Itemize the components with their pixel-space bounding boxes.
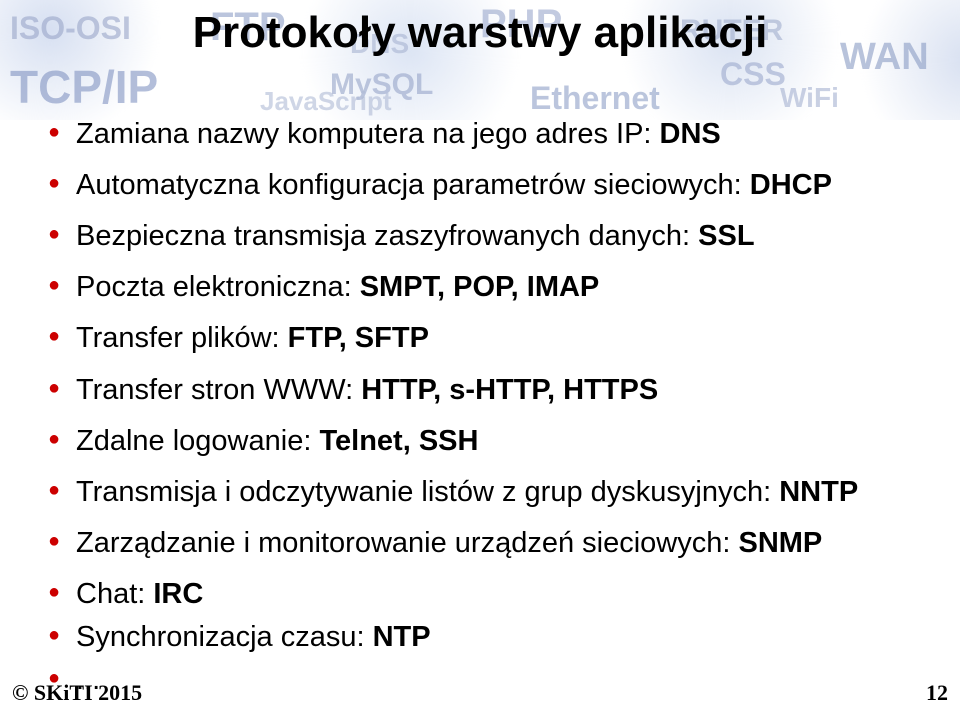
bullet-bold: NTP [373, 621, 431, 653]
bullet-item: Poczta elektroniczna: SMPT, POP, IMAP [46, 269, 926, 306]
bullet-bold: DHCP [750, 169, 832, 201]
banner-word: MySQL [330, 68, 433, 102]
bullet-item: Chat: IRC [46, 576, 926, 613]
bullet-bold: Telnet, SSH [319, 425, 478, 457]
bullet-bold: SSL [698, 220, 754, 252]
bullet-text: ... [76, 664, 100, 696]
bullet-bold: DNS [660, 118, 721, 150]
bullet-text: Poczta elektroniczna: [76, 271, 360, 303]
banner-word: CSS [720, 56, 786, 93]
slide-title: Protokoły warstwy aplikacji [0, 8, 960, 58]
banner-word: JavaScript [260, 86, 392, 117]
bullet-item: Transfer stron WWW: HTTP, s-HTTP, HTTPS [46, 372, 926, 409]
banner-word: Ethernet [530, 80, 660, 117]
bullet-text: Transfer stron WWW: [76, 374, 361, 406]
bullet-list: Zamiana nazwy komputera na jego adres IP… [46, 116, 926, 699]
bullet-bold: SNMP [738, 527, 822, 559]
bullet-item: Zdalne logowanie: Telnet, SSH [46, 423, 926, 460]
bullet-text: Automatyczna konfiguracja parametrów sie… [76, 169, 750, 201]
bullet-bold: HTTP, s-HTTP, HTTPS [361, 374, 658, 406]
bullet-item: Automatyczna konfiguracja parametrów sie… [46, 167, 926, 204]
slide-body: Zamiana nazwy komputera na jego adres IP… [46, 116, 926, 705]
bullet-bold: NNTP [779, 476, 858, 508]
bullet-item: Zamiana nazwy komputera na jego adres IP… [46, 116, 926, 153]
bullet-bold: FTP, SFTP [288, 322, 429, 354]
bullet-text: Transfer plików: [76, 322, 288, 354]
bullet-text: Synchronizacja czasu: [76, 621, 373, 653]
bullet-item: ... [46, 662, 926, 699]
banner-word: WiFi [780, 82, 839, 114]
bullet-text: Zamiana nazwy komputera na jego adres IP… [76, 118, 660, 150]
bullet-text: Chat: [76, 578, 153, 610]
bullet-item: Synchronizacja czasu: NTP [46, 619, 926, 656]
bullet-item: Transfer plików: FTP, SFTP [46, 320, 926, 357]
bullet-text: Transmisja i odczytywanie listów z grup … [76, 476, 779, 508]
bullet-text: Zdalne logowanie: [76, 425, 319, 457]
bullet-item: Transmisja i odczytywanie listów z grup … [46, 474, 926, 511]
bullet-text: Bezpieczna transmisja zaszyfrowanych dan… [76, 220, 698, 252]
bullet-text: Zarządzanie i monitorowanie urządzeń sie… [76, 527, 738, 559]
bullet-item: Bezpieczna transmisja zaszyfrowanych dan… [46, 218, 926, 255]
bullet-bold: SMPT, POP, IMAP [360, 271, 600, 303]
slide: ISO-OSIFTPDNSPHPRUTERTCP/IPMySQLJavaScri… [0, 0, 960, 716]
bullet-bold: IRC [153, 578, 203, 610]
bullet-item: Zarządzanie i monitorowanie urządzeń sie… [46, 525, 926, 562]
banner-word: TCP/IP [10, 60, 158, 114]
page-number: 12 [926, 680, 948, 706]
